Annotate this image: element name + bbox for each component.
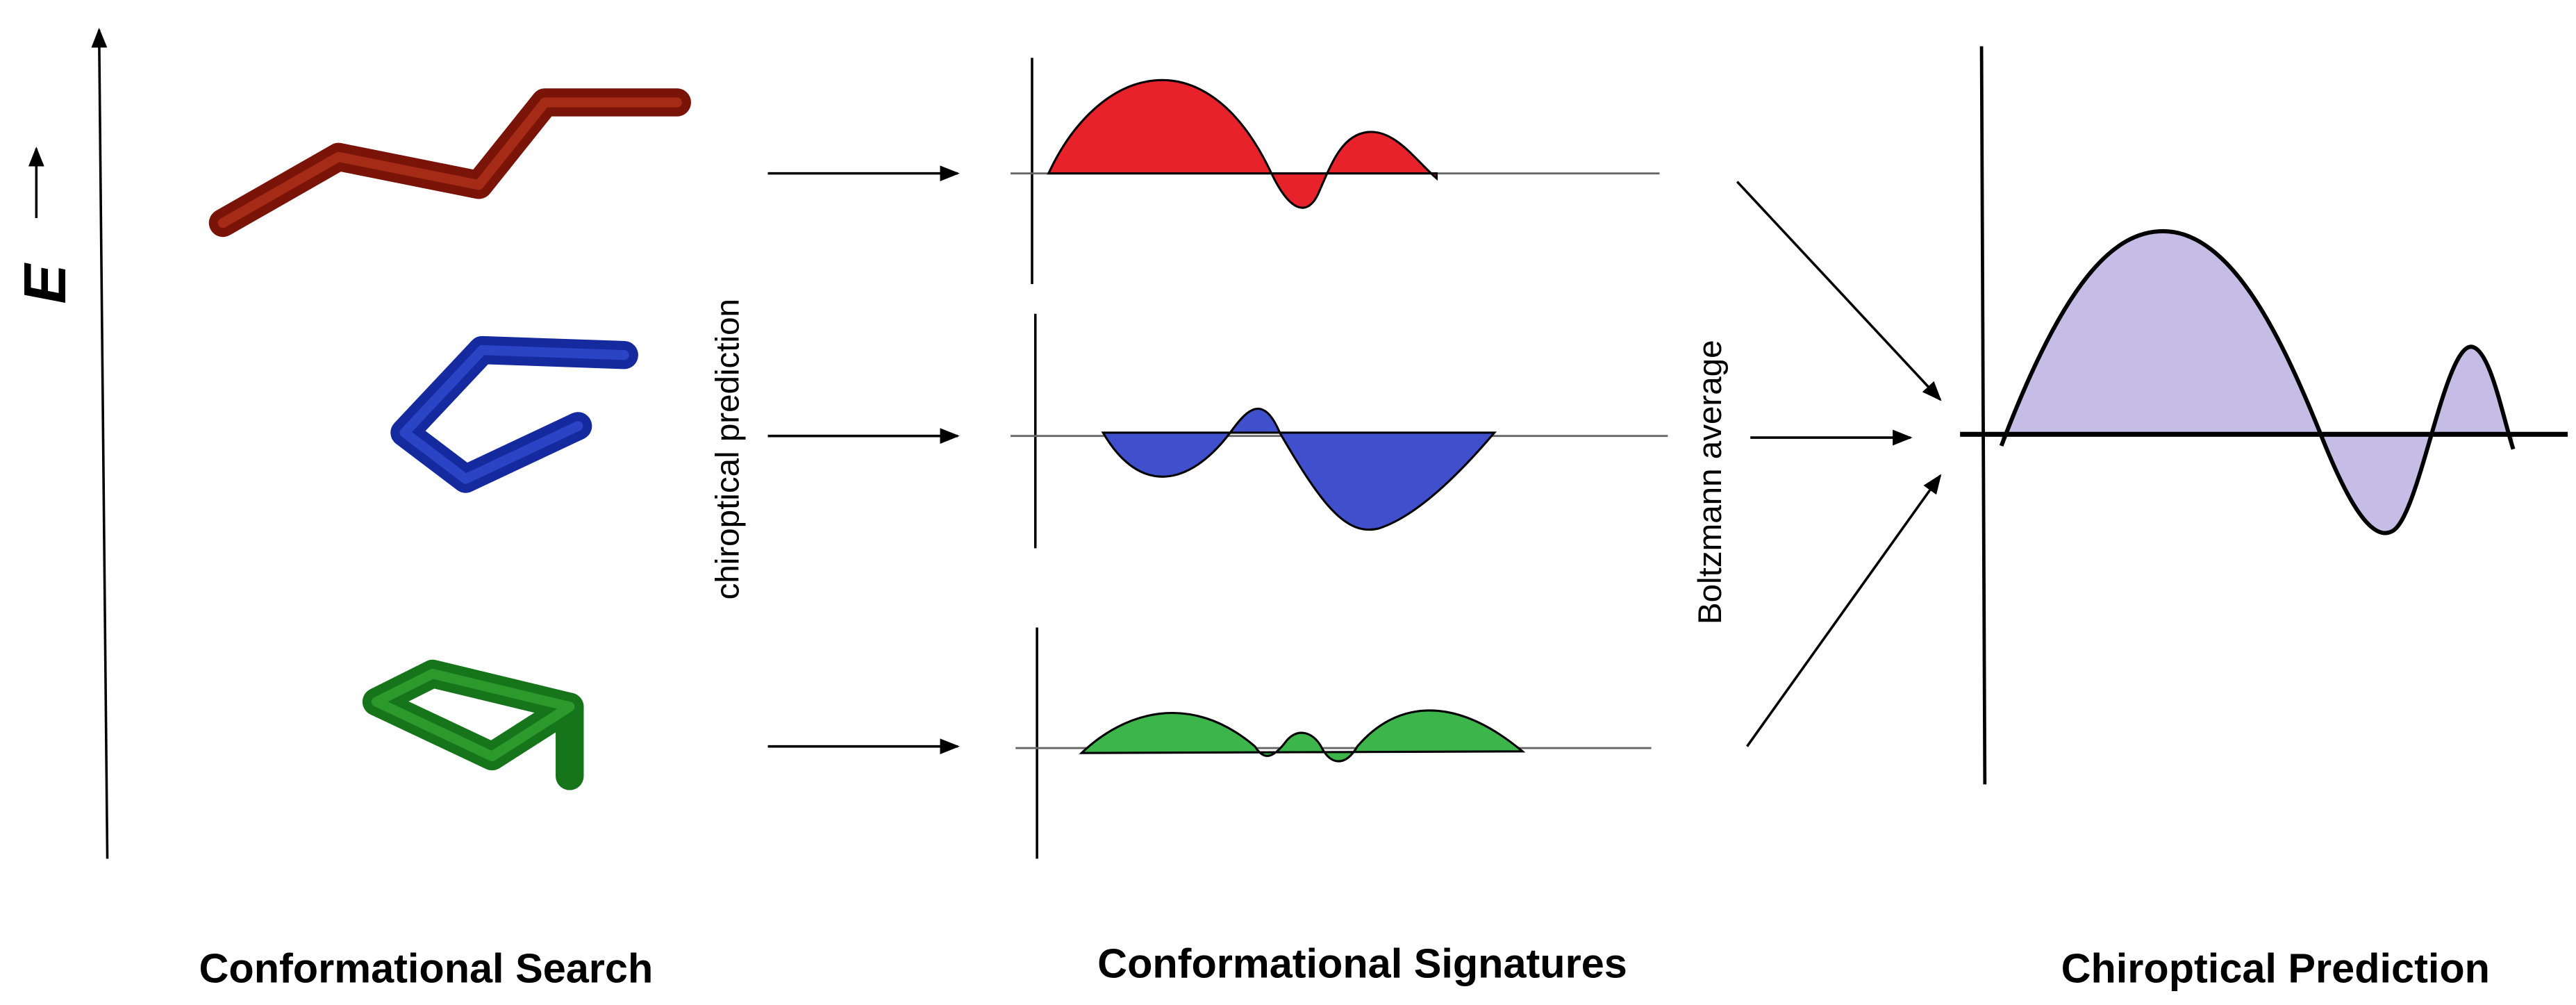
molecule-red-highlight [217,97,682,229]
section-title: Conformational Search [199,945,654,992]
section-title: Conformational Signatures [1097,940,1627,987]
arrow [1746,474,1942,747]
axis [1979,46,1987,785]
arrow [1736,181,1942,401]
energy-label: E [13,262,78,304]
molecule-blue-highlight [399,344,629,484]
arrow-label: Boltzmann average [1692,340,1729,624]
molecules [208,88,692,790]
signature-blue [1101,408,1497,531]
section-title: Chiroptical Prediction [2061,945,2490,992]
molecule-red [208,88,692,238]
molecule-green-highlight [371,668,575,762]
signature-green [1079,709,1526,763]
prediction-fill [2001,231,2513,533]
energy-axis [91,27,109,859]
prediction-curve [1999,229,2516,535]
signature-red [1047,78,1438,209]
arrow-label: chiroptical prediction [709,299,746,599]
